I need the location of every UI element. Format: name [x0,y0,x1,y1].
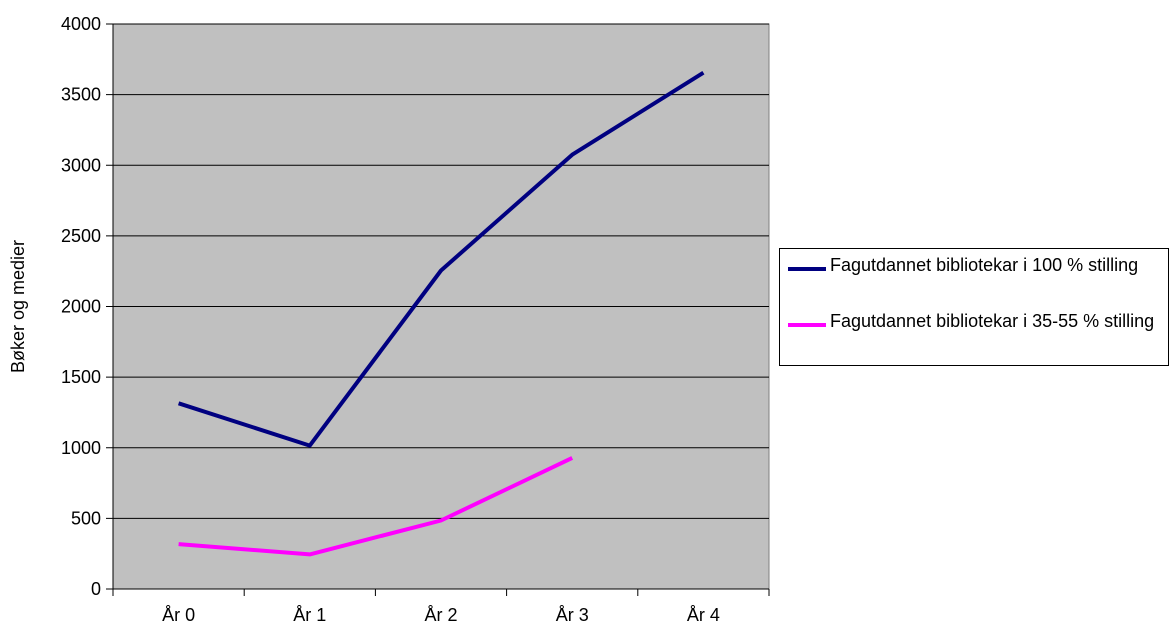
series-line-1 [177,71,705,448]
legend-swatch [788,323,826,327]
axes [106,23,770,596]
y-tick-label: 0 [91,579,101,599]
x-tick-label: År 4 [687,605,720,625]
legend-swatch [788,267,826,271]
x-tick-label: År 3 [556,605,589,625]
series-lines [177,71,705,557]
y-tick-label: 500 [71,508,101,528]
y-axis-title: Bøker og medier [8,240,28,373]
y-tick-label: 3000 [61,155,101,175]
y-tick-label: 3500 [61,85,101,105]
y-tick-label: 4000 [61,14,101,34]
series-line-2 [178,456,574,557]
y-tick-label: 1500 [61,367,101,387]
tick-labels: 0 500 1000 1500 2000 2500 3000 3500 4000 År 0 År 1… [61,14,720,625]
gridlines [113,23,769,519]
legend-label: Fagutdannet bibliotekar i 100 % stilling [830,255,1139,275]
y-tick-label: 2000 [61,297,101,317]
y-tick-label: 1000 [61,438,101,458]
y-tick-label: 2500 [61,226,101,246]
x-tick-label: År 2 [424,605,457,625]
x-tick-label: År 0 [162,605,195,625]
x-tick-label: År 1 [293,605,326,625]
legend-label: Fagutdannet bibliotekar i 35-55 % stilli… [830,311,1155,331]
legend-item-series-2: Fagutdannet bibliotekar i 35-55 % stilli… [788,311,1166,357]
legend-item-series-1: Fagutdannet bibliotekar i 100 % stilling [788,255,1166,301]
legend: Fagutdannet bibliotekar i 100 % stilling… [779,248,1169,366]
